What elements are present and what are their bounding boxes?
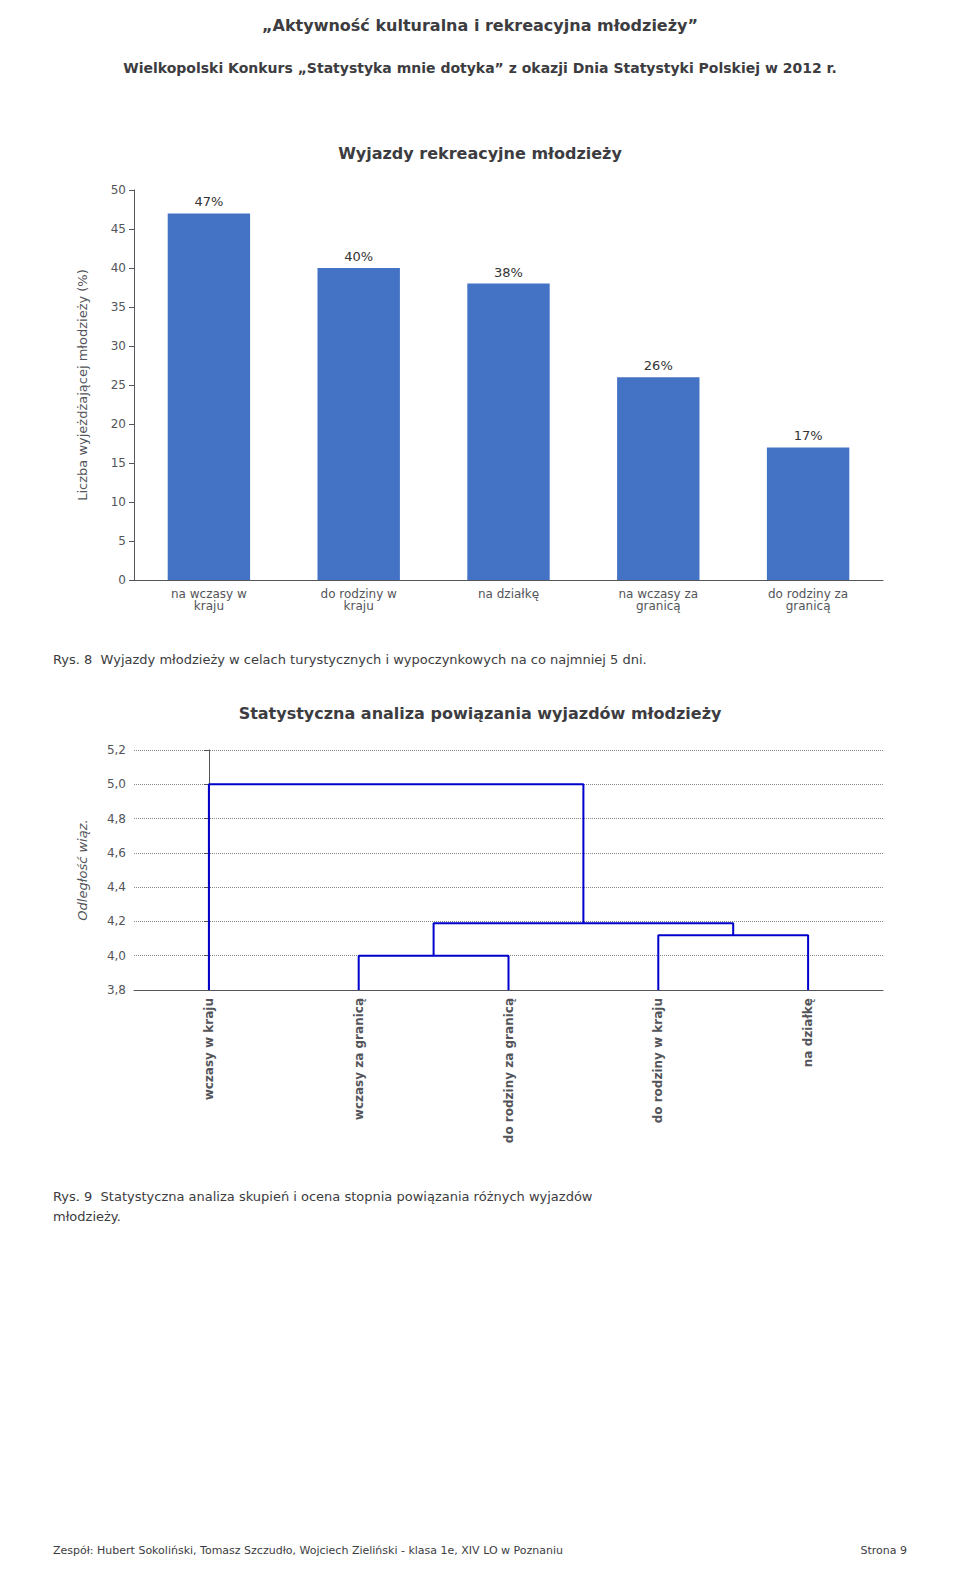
svg-text:5,2: 5,2 [107,743,126,757]
svg-text:Statystyczna analiza powiązani: Statystyczna analiza powiązania wyjazdów… [239,704,722,723]
svg-text:Liczba wyjeżdżającej młodzieży: Liczba wyjeżdżającej młodzieży (%) [75,269,90,501]
svg-text:Zespół: Hubert Sokoliński, Tom: Zespół: Hubert Sokoliński, Tomasz Szczud… [53,1544,563,1557]
svg-text:granicą: granicą [636,599,681,613]
svg-text:5,0: 5,0 [107,777,126,791]
svg-text:50: 50 [111,183,126,197]
svg-text:Rys. 9 Statystyczna analiza s: Rys. 9 Statystyczna analiza skupień i oc… [53,1189,593,1204]
svg-text:4,4: 4,4 [107,880,126,894]
svg-text:wczasy za granicą: wczasy za granicą [352,998,366,1120]
svg-text:Wyjazdy rekreacyjne młodzieży: Wyjazdy rekreacyjne młodzieży [338,144,622,163]
svg-text:4,0: 4,0 [107,949,126,963]
svg-text:do rodziny za: do rodziny za [768,587,849,601]
svg-text:15: 15 [111,456,126,470]
svg-text:40%: 40% [344,249,373,264]
svg-text:10: 10 [111,495,126,509]
svg-text:17%: 17% [794,428,823,443]
svg-text:Wielkopolski Konkurs „Statysty: Wielkopolski Konkurs „Statystyka mnie do… [123,60,837,76]
svg-text:20: 20 [111,417,126,431]
svg-text:5: 5 [118,534,126,548]
svg-text:Odległość wiąz.: Odległość wiąz. [75,819,90,920]
svg-text:3,8: 3,8 [107,983,126,997]
svg-text:0: 0 [118,573,126,587]
svg-text:38%: 38% [494,265,523,280]
svg-text:do rodziny za granicą: do rodziny za granicą [502,998,516,1143]
svg-text:kraju: kraju [194,599,224,613]
svg-text:30: 30 [111,339,126,353]
svg-text:do rodziny w: do rodziny w [320,587,397,601]
svg-text:45: 45 [111,222,126,236]
svg-text:na działkę: na działkę [801,998,815,1067]
svg-text:„Aktywność kulturalna i rekrea: „Aktywność kulturalna i rekreacyjna młod… [262,16,698,35]
svg-text:Rys. 8 Wyjazdy młodzieży w ce: Rys. 8 Wyjazdy młodzieży w celach turyst… [53,652,647,667]
svg-text:4,8: 4,8 [107,812,126,826]
svg-text:47%: 47% [194,194,223,209]
svg-text:granicą: granicą [786,599,831,613]
svg-text:25: 25 [111,378,126,392]
svg-text:na działkę: na działkę [478,587,539,601]
svg-text:kraju: kraju [344,599,374,613]
svg-text:na wczasy w: na wczasy w [171,587,247,601]
svg-text:wczasy w kraju: wczasy w kraju [202,998,216,1100]
svg-text:35: 35 [111,300,126,314]
svg-text:40: 40 [111,261,126,275]
svg-text:Strona 9: Strona 9 [860,1544,907,1557]
svg-text:do rodziny w kraju: do rodziny w kraju [651,998,665,1123]
svg-text:młodzieży.: młodzieży. [53,1209,121,1224]
svg-text:4,2: 4,2 [107,914,126,928]
svg-text:26%: 26% [644,358,673,373]
svg-text:4,6: 4,6 [107,846,126,860]
svg-text:na wczasy za: na wczasy za [618,587,699,601]
